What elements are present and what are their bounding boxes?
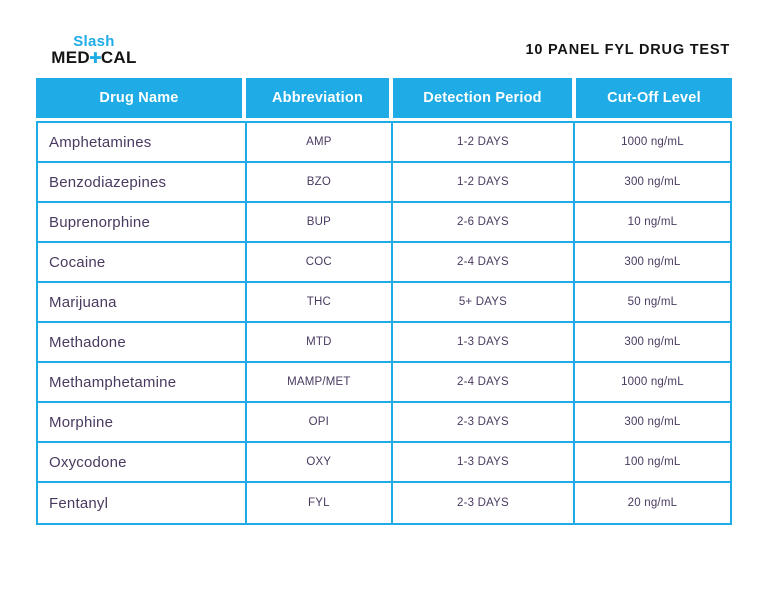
abbreviation-cell: BUP bbox=[246, 203, 393, 243]
drug-name-cell: Morphine bbox=[38, 403, 247, 443]
abbreviation-cell: COC bbox=[246, 243, 393, 283]
table-row: Marijuana THC 5+ DAYS 50 ng/mL bbox=[38, 283, 730, 323]
table-row: Morphine OPI 2-3 DAYS 300 ng/mL bbox=[38, 403, 730, 443]
table-row: Buprenorphine BUP 2-6 DAYS 10 ng/mL bbox=[38, 203, 730, 243]
drug-name-cell: Cocaine bbox=[38, 243, 247, 283]
abbreviation-cell: OXY bbox=[246, 443, 393, 483]
table-row: Methadone MTD 1-3 DAYS 300 ng/mL bbox=[38, 323, 730, 363]
drug-test-table: Drug Name Abbreviation Detection Period Cut… bbox=[36, 78, 732, 525]
drug-name-cell: Fentanyl bbox=[38, 483, 247, 523]
detection-period-cell: 1-2 DAYS bbox=[392, 123, 575, 163]
detection-period-cell: 2-3 DAYS bbox=[392, 403, 575, 443]
slash-medical-logo: Slash MED✚CAL bbox=[44, 34, 144, 66]
column-header-drug-name: Drug Name bbox=[36, 78, 246, 118]
column-header-abbreviation: Abbreviation bbox=[246, 78, 393, 118]
detection-period-cell: 1-3 DAYS bbox=[392, 323, 575, 363]
abbreviation-cell: FYL bbox=[247, 483, 393, 523]
cutoff-level-cell: 300 ng/mL bbox=[574, 323, 730, 363]
abbreviation-cell: MTD bbox=[246, 323, 393, 363]
drug-name-cell: Buprenorphine bbox=[38, 203, 247, 243]
table-row: Methamphetamine MAMP/MET 2-4 DAYS 1000 ng/m… bbox=[38, 363, 730, 403]
cutoff-level-cell: 50 ng/mL bbox=[574, 283, 730, 323]
table-row: Oxycodone OXY 1-3 DAYS 100 ng/mL bbox=[38, 443, 730, 483]
cutoff-level-cell: 1000 ng/mL bbox=[574, 363, 730, 403]
drug-name-cell: Methadone bbox=[38, 323, 247, 363]
detection-period-cell: 1-3 DAYS bbox=[392, 443, 575, 483]
logo-medical-right: CAL bbox=[100, 48, 137, 67]
detection-period-cell: 2-3 DAYS bbox=[393, 483, 575, 523]
detection-period-cell: 5+ DAYS bbox=[392, 283, 575, 323]
abbreviation-cell: AMP bbox=[246, 123, 393, 163]
table-row: Amphetamines AMP 1-2 DAYS 1000 ng/mL bbox=[38, 123, 730, 163]
drug-name-cell: Methamphetamine bbox=[38, 363, 247, 403]
table-header-row: Drug Name Abbreviation Detection Period Cut… bbox=[36, 78, 732, 118]
drug-name-cell: Amphetamines bbox=[38, 123, 247, 163]
detection-period-cell: 2-6 DAYS bbox=[392, 203, 575, 243]
detection-period-cell: 2-4 DAYS bbox=[392, 363, 575, 403]
drug-name-cell: Oxycodone bbox=[38, 443, 247, 483]
drug-name-cell: Benzodiazepines bbox=[38, 163, 247, 203]
cutoff-level-cell: 10 ng/mL bbox=[574, 203, 730, 243]
cutoff-level-cell: 300 ng/mL bbox=[574, 243, 730, 283]
column-header-cut-off-level: Cut-Off Level bbox=[576, 78, 732, 118]
detection-period-cell: 1-2 DAYS bbox=[392, 163, 575, 203]
cutoff-level-cell: 20 ng/mL bbox=[627, 497, 678, 509]
logo-medical-text: MED✚CAL bbox=[44, 49, 144, 66]
abbreviation-cell: THC bbox=[246, 283, 393, 323]
abbreviation-cell: OPI bbox=[246, 403, 393, 443]
abbreviation-cell: MAMP/MET bbox=[246, 363, 393, 403]
cutoff-level-cell: 100 ng/mL bbox=[574, 443, 730, 483]
drug-name-cell: Marijuana bbox=[38, 283, 247, 323]
logo-slash-text: Slash bbox=[73, 33, 115, 50]
table-row: Cocaine COC 2-4 DAYS 300 ng/mL bbox=[38, 243, 730, 283]
page-title: 10 PANEL FYL DRUG TEST bbox=[525, 42, 730, 58]
column-header-detection-period: Detection Period bbox=[393, 78, 576, 118]
table-row: Fentanyl FYL 2-3 DAYS 20 ng/mL bbox=[38, 483, 730, 523]
logo-medical-left: MED bbox=[51, 48, 90, 67]
detection-period-cell: 2-4 DAYS bbox=[392, 243, 575, 283]
cutoff-level-cell: 300 ng/mL bbox=[574, 403, 730, 443]
cutoff-level-cell: 1000 ng/mL bbox=[574, 123, 730, 163]
cutoff-level-cell: 300 ng/mL bbox=[574, 163, 730, 203]
table-body: Amphetamines AMP 1-2 DAYS 1000 ng/mL Benzodi… bbox=[36, 121, 732, 525]
table-row: Benzodiazepines BZO 1-2 DAYS 300 ng/mL bbox=[38, 163, 730, 203]
medical-cross-icon: ✚ bbox=[88, 50, 102, 67]
abbreviation-cell: BZO bbox=[246, 163, 393, 203]
